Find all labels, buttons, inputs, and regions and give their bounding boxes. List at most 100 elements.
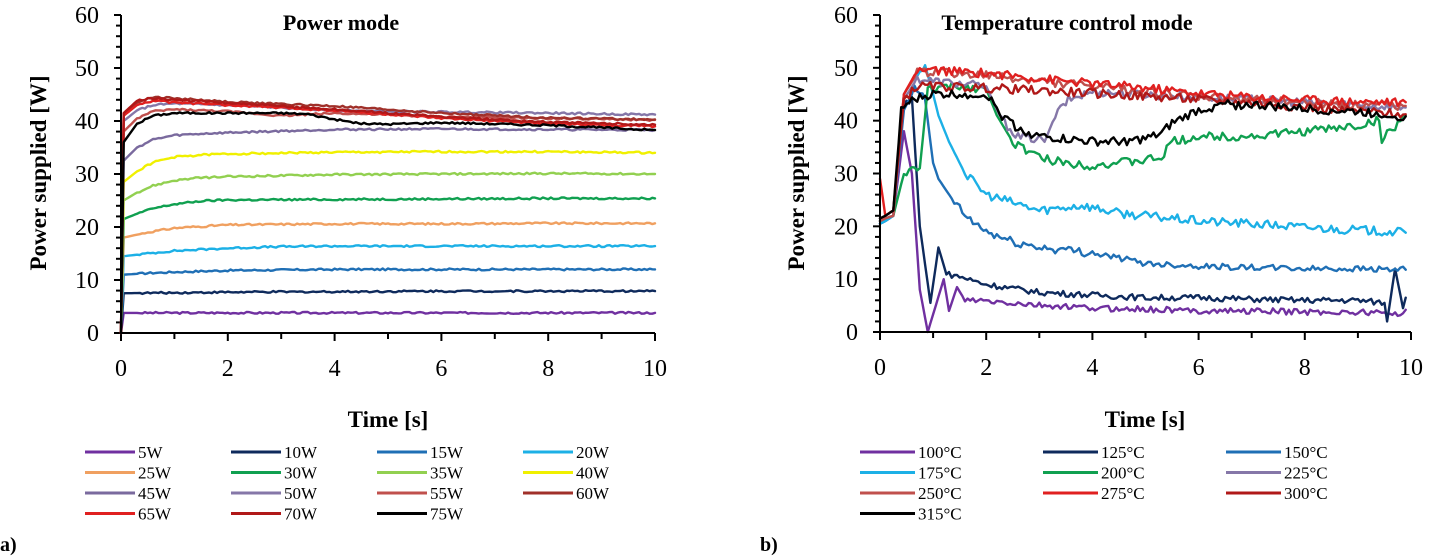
- axis-ticks: 0 10 20 30 40 50 60 0 2 4 6 8 10: [75, 3, 667, 382]
- x-tick-label: 0: [874, 355, 886, 381]
- legend-label: 55W: [430, 484, 464, 503]
- legend-item: 150°C: [1226, 443, 1328, 462]
- x-tick-label: 8: [542, 356, 554, 382]
- x-tick-label: 2: [980, 355, 992, 381]
- legend: 5W 10W 15W 20W 25W 30W 35W 40W 45W 50W 55W 60W 65W 70…: [85, 443, 610, 524]
- chart-title: Temperature control mode: [941, 10, 1193, 35]
- legend-label: 45W: [138, 484, 172, 503]
- legend-label: 70W: [284, 505, 318, 524]
- y-tick-label: 50: [834, 56, 858, 82]
- series-line-200c: [878, 81, 1407, 223]
- legend-label: 5W: [138, 443, 164, 462]
- legend-label: 60W: [576, 484, 610, 503]
- legend-item: 60W: [523, 484, 610, 503]
- legend-label: 275°C: [1101, 484, 1145, 503]
- legend: 100°C 125°C 150°C 175°C 200°C 225°C 250°C 275°C…: [860, 443, 1328, 524]
- series-line-65w: [119, 99, 657, 335]
- y-axis-label: Power supplied [W]: [784, 75, 809, 270]
- series-line-25w: [119, 221, 657, 335]
- y-tick-label: 30: [834, 162, 858, 188]
- x-axis-label: Time [s]: [348, 407, 429, 432]
- legend-item: 20W: [523, 443, 610, 462]
- legend-item: 315°C: [860, 505, 962, 524]
- y-tick-label: 20: [834, 214, 858, 240]
- y-tick-label: 50: [75, 56, 99, 82]
- x-axis-label: Time [s]: [1105, 407, 1186, 432]
- chart-temperature-control-mode: Temperature control mode Power supplied …: [760, 3, 1423, 556]
- y-axis-label: Power supplied [W]: [26, 75, 51, 270]
- legend-label: 75W: [430, 505, 464, 524]
- legend-item: 15W: [377, 443, 464, 462]
- series-line-10w: [119, 289, 657, 335]
- legend-label: 10W: [284, 443, 318, 462]
- x-tick-label: 6: [1193, 355, 1205, 381]
- legend-label: 300°C: [1284, 484, 1328, 503]
- legend-item: 55W: [377, 484, 464, 503]
- y-tick-label: 30: [75, 162, 99, 188]
- y-tick-label: 0: [87, 321, 99, 347]
- x-tick-label: 6: [435, 356, 447, 382]
- legend-item: 200°C: [1043, 464, 1145, 483]
- series-line-50w: [119, 101, 657, 335]
- y-tick-label: 0: [846, 320, 858, 346]
- legend-item: 75W: [377, 505, 464, 524]
- legend-item: 40W: [523, 464, 610, 483]
- panel-label: a): [0, 534, 17, 556]
- axes: [879, 15, 1411, 333]
- legend-item: 225°C: [1226, 464, 1328, 483]
- series-line-35w: [119, 171, 657, 335]
- legend-item: 175°C: [860, 464, 962, 483]
- x-tick-label: 4: [1086, 355, 1098, 381]
- panel-label: b): [760, 534, 778, 556]
- y-tick-label: 60: [834, 3, 858, 29]
- legend-label: 35W: [430, 464, 464, 483]
- legend-label: 175°C: [918, 464, 962, 483]
- legend-label: 250°C: [918, 484, 962, 503]
- series-line-100c: [878, 129, 1407, 334]
- legend-item: 125°C: [1043, 443, 1145, 462]
- legend-item: 45W: [85, 484, 172, 503]
- legend-item: 25W: [85, 464, 172, 483]
- legend-label: 15W: [430, 443, 464, 462]
- series-line-40w: [119, 149, 657, 335]
- x-tick-label: 0: [115, 356, 127, 382]
- x-tick-label: 4: [329, 356, 341, 382]
- legend-item: 70W: [231, 505, 318, 524]
- legend-item: 10W: [231, 443, 318, 462]
- y-tick-label: 20: [75, 215, 99, 241]
- legend-item: 30W: [231, 464, 318, 483]
- y-tick-label: 40: [75, 109, 99, 135]
- x-tick-label: 8: [1299, 355, 1311, 381]
- series-line-60w: [119, 95, 657, 335]
- series-line-125c: [878, 95, 1407, 323]
- chart-title: Power mode: [283, 10, 400, 35]
- series-line-5w: [119, 310, 657, 335]
- legend-label: 150°C: [1284, 443, 1328, 462]
- y-tick-label: 40: [834, 109, 858, 135]
- legend-label: 100°C: [918, 443, 962, 462]
- y-tick-label: 10: [834, 267, 858, 293]
- legend-item: 5W: [85, 443, 164, 462]
- legend-item: 100°C: [860, 443, 962, 462]
- legend-item: 250°C: [860, 484, 962, 503]
- x-tick-label: 10: [1399, 355, 1423, 381]
- series-line-55w: [119, 107, 657, 335]
- legend-item: 275°C: [1043, 484, 1145, 503]
- legend-label: 50W: [284, 484, 318, 503]
- legend-label: 40W: [576, 464, 610, 483]
- legend-label: 20W: [576, 443, 610, 462]
- series-line-300c: [878, 80, 1407, 220]
- y-tick-label: 10: [75, 268, 99, 294]
- series-line-315c: [878, 89, 1407, 220]
- series-group: [878, 63, 1407, 334]
- series-line-70w: [119, 96, 657, 335]
- legend-item: 50W: [231, 484, 318, 503]
- legend-label: 125°C: [1101, 443, 1145, 462]
- series-line-250c: [878, 67, 1407, 223]
- series-line-75w: [119, 110, 657, 335]
- legend-label: 65W: [138, 505, 172, 524]
- series-line-175c: [878, 63, 1407, 237]
- axes: [120, 15, 655, 334]
- series-line-15w: [119, 267, 657, 335]
